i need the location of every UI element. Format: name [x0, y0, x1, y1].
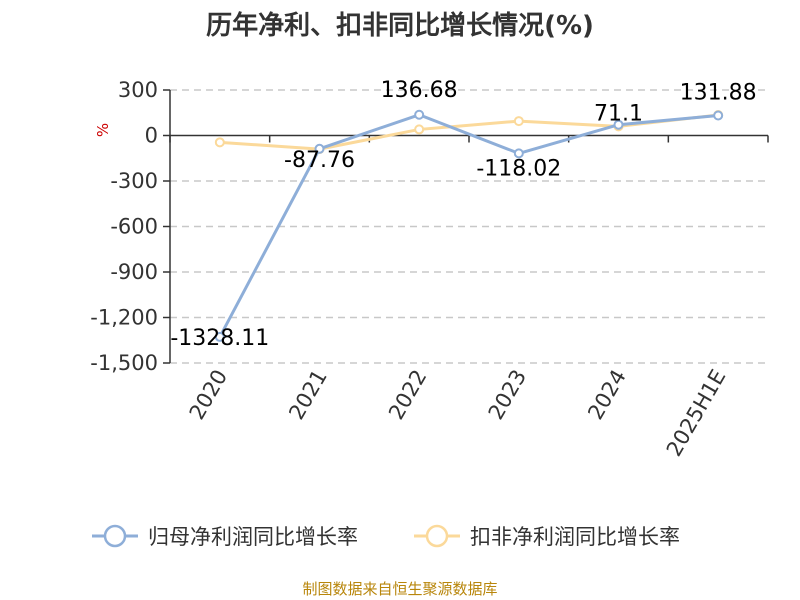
- axes: 300 0 -300 -600 -900 -1,200 -1,500 2020 2021 2022…: [90, 78, 769, 461]
- grid: [170, 89, 768, 364]
- series-point: [713, 110, 724, 121]
- source-note: 制图数据来自恒生聚源数据库: [302, 580, 497, 598]
- chart-title: 历年净利、扣非同比增长情况(%): [206, 10, 594, 41]
- x-tick-label: 2021: [284, 366, 332, 424]
- y-tick-label: -600: [110, 215, 158, 239]
- series-point: [214, 331, 225, 342]
- legend: 归母净利润同比增长率 扣非净利润同比增长率: [92, 524, 680, 549]
- y-tick-label: -900: [110, 260, 158, 284]
- series-point: [314, 143, 325, 154]
- series-point: [414, 109, 425, 120]
- series-point: [613, 119, 624, 130]
- data-label: 131.88: [680, 80, 757, 105]
- data-label: 136.68: [381, 78, 458, 103]
- y-tick-label: 300: [118, 78, 158, 102]
- legend-label: 归母净利润同比增长率: [148, 525, 358, 549]
- x-tick-label: 2024: [583, 366, 631, 424]
- data-labels: -1328.11 -87.76 136.68 -118.02 71.1 131.88: [170, 78, 756, 351]
- series: [214, 109, 724, 342]
- series-line: [218, 113, 719, 338]
- series-point: [414, 124, 425, 135]
- y-axis-unit: %: [94, 123, 112, 137]
- y-tick-label: -1,200: [90, 306, 158, 330]
- data-label: 71.1: [594, 102, 643, 127]
- x-tick-label: 2020: [185, 366, 233, 424]
- data-label: -118.02: [476, 156, 561, 181]
- x-tick-label: 2022: [384, 366, 432, 424]
- series-line: [219, 113, 719, 151]
- x-tick-label: 2023: [484, 366, 532, 424]
- legend-marker: [103, 524, 127, 548]
- y-tick-label: -300: [110, 169, 158, 193]
- legend-label: 扣非净利润同比增长率: [470, 525, 680, 549]
- data-label: -1328.11: [170, 326, 269, 351]
- series-point: [513, 116, 524, 127]
- y-tick-label: -1,500: [90, 351, 158, 375]
- data-label: -87.76: [284, 148, 355, 173]
- series-point: [214, 137, 225, 148]
- x-tick-label: 2025H1E: [662, 366, 731, 461]
- y-tick-label: 0: [145, 124, 158, 148]
- series-point: [513, 148, 524, 159]
- legend-marker: [425, 524, 449, 548]
